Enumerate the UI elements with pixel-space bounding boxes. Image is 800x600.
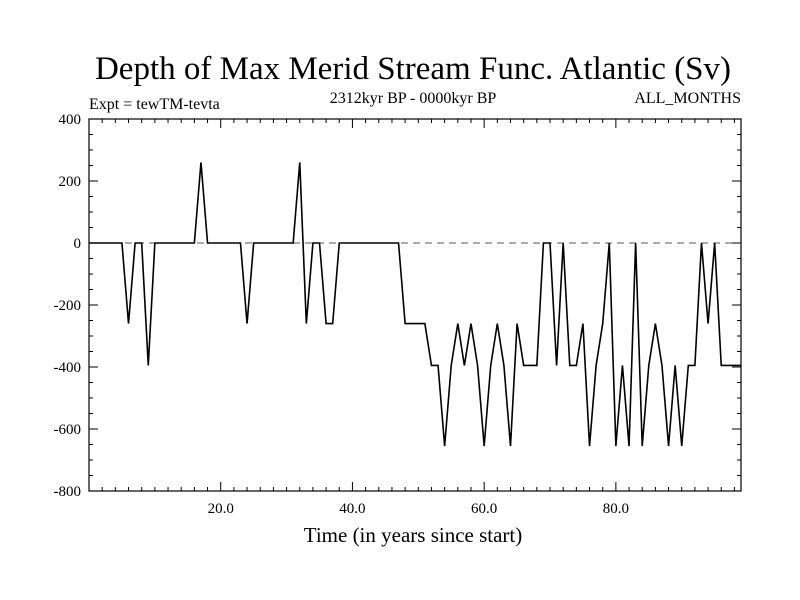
x-tick-label: 60.0 — [471, 501, 497, 517]
y-tick-label: -600 — [54, 422, 82, 438]
y-tick-label: 200 — [59, 174, 82, 190]
x-tick-label: 40.0 — [339, 501, 365, 517]
x-tick-label: 20.0 — [208, 501, 234, 517]
x-axis-label: Time (in years since start) — [304, 523, 523, 547]
series-line — [89, 162, 741, 447]
y-tick-label: -800 — [54, 484, 82, 500]
months-label: ALL_MONTHS — [634, 90, 741, 107]
experiment-label: Expt = tewTM-tevta — [89, 96, 220, 113]
x-tick-label: 80.0 — [603, 501, 629, 517]
y-tick-label: 400 — [59, 112, 82, 128]
plot-area: 400 200 0 -200 -400 -600 -800 20.0 40.0 60.0 80.0 — [54, 112, 742, 517]
y-tick-label: -200 — [54, 298, 82, 314]
chart-title: Depth of Max Merid Stream Func. Atlantic… — [95, 51, 731, 87]
y-tick-label: 0 — [74, 236, 82, 252]
time-range-label: 2312kyr BP - 0000kyr BP — [330, 90, 497, 107]
y-tick-label: -400 — [54, 360, 82, 376]
